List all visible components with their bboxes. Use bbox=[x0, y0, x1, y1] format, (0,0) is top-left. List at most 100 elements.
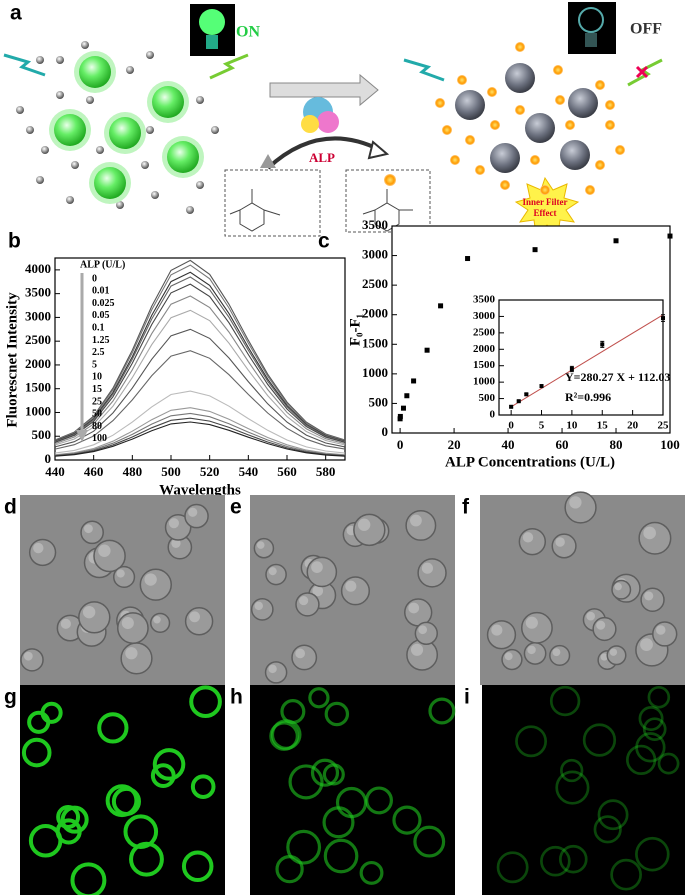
panel-label: d bbox=[4, 496, 17, 519]
micrographs bbox=[20, 491, 685, 895]
small-particle bbox=[66, 196, 74, 204]
data-point bbox=[661, 316, 665, 321]
y-axis-label: Fluorescnet Intensity bbox=[4, 292, 20, 428]
cell-highlight bbox=[345, 580, 357, 592]
legend-entry: 50 bbox=[92, 409, 102, 420]
bulb-glow bbox=[199, 9, 225, 35]
y-tick-label: 1000 bbox=[362, 365, 388, 380]
product-dot bbox=[565, 120, 575, 130]
x-tick-label: 580 bbox=[316, 464, 336, 479]
bulb-glass bbox=[578, 7, 604, 33]
cell bbox=[501, 648, 523, 671]
cell bbox=[638, 521, 672, 555]
fluorescent-cell bbox=[335, 786, 368, 819]
arrow-head bbox=[367, 140, 390, 160]
small-particle bbox=[186, 206, 194, 214]
cell bbox=[250, 598, 274, 621]
spectrum-line bbox=[54, 271, 346, 442]
panel-label: i bbox=[464, 686, 470, 709]
light-bolt bbox=[3, 53, 46, 77]
arrow-tail bbox=[260, 154, 276, 168]
cell bbox=[417, 558, 447, 588]
cell-highlight bbox=[125, 647, 138, 660]
cell bbox=[592, 616, 617, 642]
data-point bbox=[404, 393, 410, 399]
y-tick-label: 500 bbox=[479, 392, 496, 404]
y-tick-label: 1500 bbox=[25, 380, 51, 395]
cell-highlight bbox=[596, 620, 606, 630]
legend-entry: 10 bbox=[92, 372, 102, 383]
x-tick-label: 100 bbox=[660, 437, 680, 452]
cell bbox=[80, 520, 104, 545]
x-tick-label: 15 bbox=[597, 420, 609, 432]
fluorescent-cell bbox=[189, 685, 222, 719]
panel-label: e bbox=[230, 496, 242, 519]
cell-highlight bbox=[82, 605, 96, 619]
cell bbox=[353, 513, 386, 547]
cell bbox=[523, 642, 547, 665]
cell-highlight bbox=[586, 611, 596, 621]
x-tick-label: 20 bbox=[627, 420, 639, 432]
fluorescent-cell bbox=[647, 685, 671, 709]
gray-nanoparticle bbox=[455, 90, 485, 120]
small-particle bbox=[141, 161, 149, 169]
fluorescent-cell bbox=[28, 823, 63, 858]
cell-highlight bbox=[357, 518, 371, 531]
cell-highlight bbox=[268, 567, 277, 576]
product-dot bbox=[442, 125, 452, 135]
cell bbox=[606, 645, 627, 666]
product-dot bbox=[540, 185, 550, 195]
y-tick-label: 2000 bbox=[25, 356, 51, 371]
panel-label: f bbox=[462, 496, 470, 519]
spectrum-line bbox=[54, 417, 346, 457]
y-tick-label: 0 bbox=[382, 424, 389, 439]
fluorescent-cell bbox=[324, 701, 350, 727]
cell-highlight bbox=[552, 648, 561, 657]
fluorescent-cell bbox=[642, 717, 667, 742]
fluorescent-cell bbox=[310, 758, 340, 787]
y-tick-label: 500 bbox=[32, 427, 52, 442]
inner-filter-burst bbox=[514, 176, 580, 235]
data-point bbox=[613, 238, 619, 244]
on-label: ON bbox=[236, 24, 260, 41]
fluorescent-cell bbox=[597, 799, 629, 831]
data-point bbox=[539, 384, 544, 389]
product-dot bbox=[384, 174, 396, 186]
plot-frame bbox=[54, 257, 346, 461]
cell-highlight bbox=[421, 562, 433, 574]
fluorescent-cell bbox=[635, 836, 670, 872]
cell-highlight bbox=[655, 625, 666, 635]
cell bbox=[486, 620, 517, 650]
cell-highlight bbox=[256, 541, 265, 549]
fluorescent-cell bbox=[638, 706, 664, 732]
fluorescent-cell bbox=[593, 815, 622, 844]
cell-highlight bbox=[644, 591, 654, 601]
y-tick-label: 500 bbox=[369, 394, 389, 409]
fluorescent-cell bbox=[190, 774, 216, 799]
x-tick-label: 25 bbox=[658, 420, 670, 432]
fluorescent-cell bbox=[428, 697, 456, 725]
spectrum-line bbox=[54, 350, 346, 450]
cell-highlight bbox=[408, 602, 420, 614]
data-point bbox=[524, 392, 529, 397]
legend-entry: 0.01 bbox=[92, 286, 110, 297]
product-dot bbox=[553, 65, 563, 75]
cell bbox=[184, 607, 214, 636]
bulb-base bbox=[585, 33, 597, 47]
small-particle bbox=[56, 91, 64, 99]
fluorescent-cell bbox=[60, 805, 89, 834]
small-particle bbox=[26, 126, 34, 134]
spectrum-line bbox=[54, 264, 346, 442]
y-tick-label: 0 bbox=[490, 409, 496, 421]
x-tick-label: 520 bbox=[200, 464, 220, 479]
cell-highlight bbox=[116, 569, 125, 578]
cell-highlight bbox=[525, 616, 538, 629]
small-particle bbox=[16, 106, 24, 114]
legend-entry: 100 bbox=[92, 433, 107, 444]
cell-highlight bbox=[600, 653, 608, 661]
x-tick-label: 440 bbox=[45, 464, 65, 479]
cell bbox=[28, 538, 57, 567]
y-tick-label: 1000 bbox=[25, 403, 51, 418]
cell-highlight bbox=[527, 645, 536, 655]
cell-highlight bbox=[168, 518, 179, 529]
